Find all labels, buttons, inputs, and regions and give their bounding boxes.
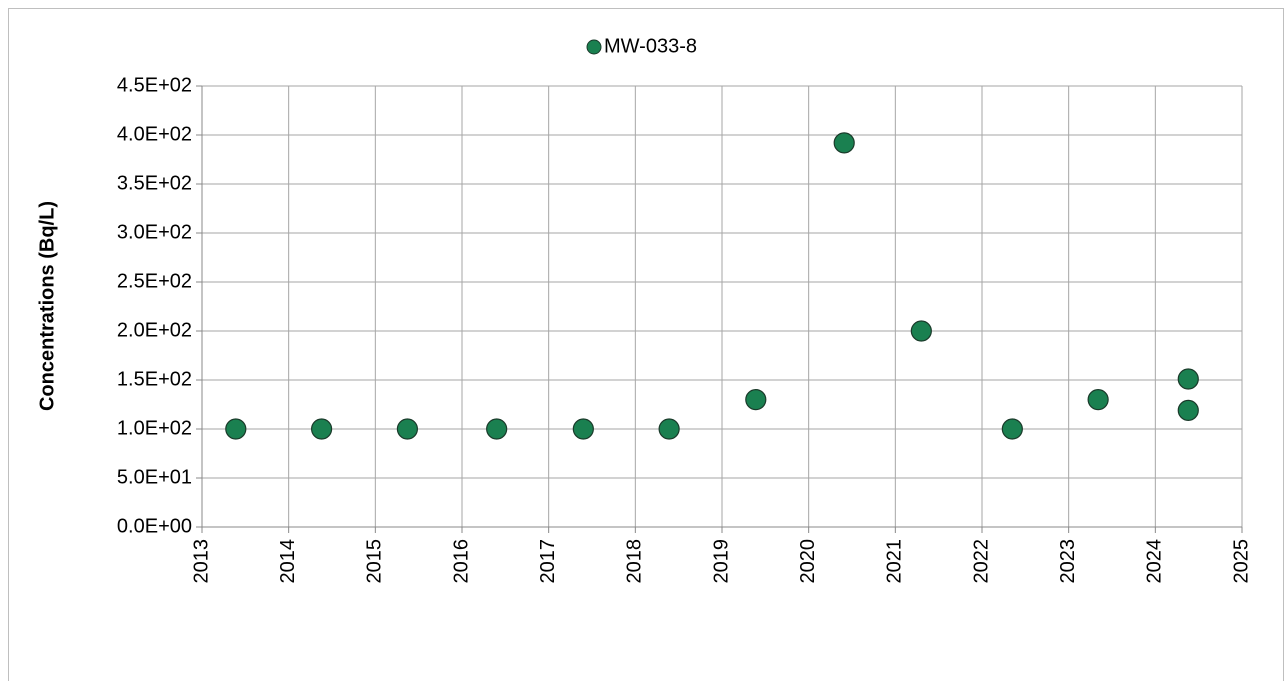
point xyxy=(1001,418,1023,440)
y-axis-label: Concentrations (Bq/L) xyxy=(36,201,58,411)
point xyxy=(311,418,333,440)
legend-marker xyxy=(586,39,602,55)
y-tick-label: 2.5E+02 xyxy=(117,270,192,292)
point xyxy=(745,389,767,411)
y-tick-label: 3.5E+02 xyxy=(117,172,192,194)
x-tick-label: 2014 xyxy=(277,539,299,584)
y-tick-label: 4.0E+02 xyxy=(117,123,192,145)
y-tick-label: 5.0E+01 xyxy=(117,466,192,488)
x-tick-label: 2019 xyxy=(710,539,732,584)
point xyxy=(572,418,594,440)
point xyxy=(658,418,680,440)
x-tick-label: 2015 xyxy=(364,539,386,584)
x-tick-label: 2022 xyxy=(970,539,992,584)
point xyxy=(396,418,418,440)
y-tick-label: 4.5E+02 xyxy=(117,74,192,96)
y-tick-label: 0.0E+00 xyxy=(117,515,192,537)
legend-label: MW-033-8 xyxy=(604,35,697,57)
x-tick-label: 2024 xyxy=(1144,539,1166,584)
point xyxy=(486,418,508,440)
x-tick-label: 2023 xyxy=(1057,539,1079,584)
point xyxy=(1177,399,1199,421)
y-tick-label: 1.5E+02 xyxy=(117,368,192,390)
x-tick-label: 2025 xyxy=(1230,539,1252,584)
x-tick-label: 2016 xyxy=(450,539,472,584)
y-tick-label: 2.0E+02 xyxy=(117,319,192,341)
y-tick-label: 3.0E+02 xyxy=(117,221,192,243)
y-tick-label: 1.0E+02 xyxy=(117,417,192,439)
x-tick-label: 2017 xyxy=(537,539,559,584)
x-tick-label: 2018 xyxy=(624,539,646,584)
x-tick-label: 2013 xyxy=(190,539,212,584)
point xyxy=(1177,368,1199,390)
point xyxy=(910,320,932,342)
point xyxy=(833,132,855,154)
x-tick-label: 2020 xyxy=(797,539,819,584)
point xyxy=(225,418,247,440)
x-tick-label: 2021 xyxy=(884,539,906,584)
chart-frame xyxy=(8,8,1284,681)
point xyxy=(1087,389,1109,411)
